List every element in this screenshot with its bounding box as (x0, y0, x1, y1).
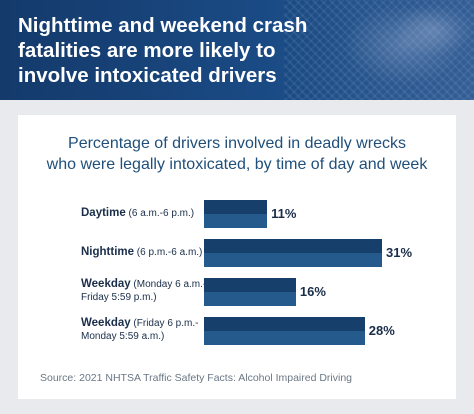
bar-label-detail: (6 p.m.-6 a.m.) (134, 247, 203, 258)
bar-label-2: Weekday (Monday 6 a.m.- Friday 5:59 p.m.… (81, 278, 211, 304)
header-banner: Nighttime and weekend crash fatalities a… (0, 0, 474, 100)
bar-label-main: Weekday (81, 278, 131, 290)
chart-title: Percentage of drivers involved in deadly… (46, 135, 428, 173)
bar-1 (204, 239, 382, 267)
bar-label-main: Weekday (81, 317, 131, 329)
bar-value-label-2: 16% (299, 284, 326, 299)
bar-label-detail: (6 a.m.-6 p.m.) (125, 208, 195, 219)
bar-label-detail: (Friday 6 p.m.- Monday 5:59 a.m.) (81, 318, 199, 342)
chart-card: Percentage of drivers involved in deadly… (18, 115, 456, 399)
bar-label-3: Weekday (Friday 6 p.m.- Monday 5:59 a.m.… (81, 317, 211, 343)
bar-2 (204, 278, 296, 306)
bar-label-main: Daytime (81, 207, 126, 219)
source-note: Source: 2021 NHTSA Traffic Safety Facts:… (40, 372, 353, 384)
header-photo (284, 0, 474, 100)
bar-label-main: Nighttime (81, 246, 135, 258)
header-title: Nighttime and weekend crash fatalities a… (18, 14, 308, 87)
bar-0 (204, 200, 268, 228)
bar-value-label-0: 11% (271, 206, 297, 221)
bar-value-label-1: 31% (386, 245, 413, 260)
bar-label-0: Daytime (6 a.m.-6 p.m.) (81, 207, 211, 220)
bar-label-detail: (Monday 6 a.m.- Friday 5:59 p.m.) (81, 279, 207, 303)
bar-label-1: Nighttime (6 p.m.-6 a.m.) (81, 246, 211, 259)
bar-3 (204, 317, 365, 345)
bar-value-label-3: 28% (368, 323, 395, 338)
